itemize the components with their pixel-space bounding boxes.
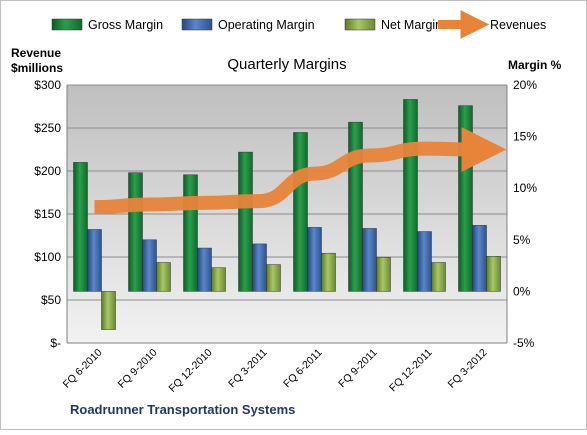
bar-net-margin [486,256,501,292]
bar-operating-margin [252,243,267,292]
bar-operating-margin [472,225,487,292]
bar-gross-margin [238,151,253,292]
legend-swatch-operating-margin [181,18,213,31]
right-tick-label: 0% [513,284,531,298]
right-tick-label: 10% [513,181,537,195]
legend-swatch-gross-margin [51,18,83,31]
bar-net-margin [321,252,336,292]
revenue-line [94,127,507,215]
bar-net-margin [431,262,446,292]
legend-label: Gross Margin [88,18,163,32]
bar-operating-margin [417,231,432,292]
left-tick-label: $250 [34,121,61,135]
legend-label: Operating Margin [218,18,315,32]
chart-title: Quarterly Margins [227,56,346,73]
legend-label: Net Margin [381,18,442,32]
bar-net-margin [266,264,281,292]
bar-operating-margin [307,227,322,292]
legend-swatch-net-margin [344,18,376,31]
left-tick-label: $200 [34,164,61,178]
footer-company-name: Roadrunner Transportation Systems [70,402,295,417]
left-tick-label: $150 [34,207,61,221]
bar-gross-margin [403,99,418,292]
bar-gross-margin [183,174,198,292]
right-tick-label: 5% [513,233,531,247]
right-axis-title: Margin % [508,58,562,72]
bar-gross-margin [458,105,473,292]
right-tick-label: 15% [513,130,537,144]
bar-net-margin [211,267,226,292]
left-tick-label: $100 [34,250,61,264]
left-tick-label: $50 [41,293,61,307]
left-tick-label: $- [50,336,61,350]
bar-net-margin [376,257,391,292]
bar-gross-margin [128,172,143,292]
left-axis-title-line1: Revenue [11,46,61,60]
left-axis-title-line2: $millions [11,61,63,75]
bar-net-margin [101,291,116,330]
bar-gross-margin [293,132,308,292]
bar-gross-margin [73,162,88,292]
right-tick-label: -5% [513,336,535,350]
bar-gross-margin [348,121,363,292]
legend-label: Revenues [490,18,546,32]
bar-operating-margin [362,228,377,292]
bar-operating-margin [142,239,157,292]
bar-net-margin [156,262,171,292]
bar-operating-margin [87,229,102,292]
right-tick-label: 20% [513,78,537,92]
bar-operating-margin [197,247,212,292]
left-tick-label: $300 [34,78,61,92]
